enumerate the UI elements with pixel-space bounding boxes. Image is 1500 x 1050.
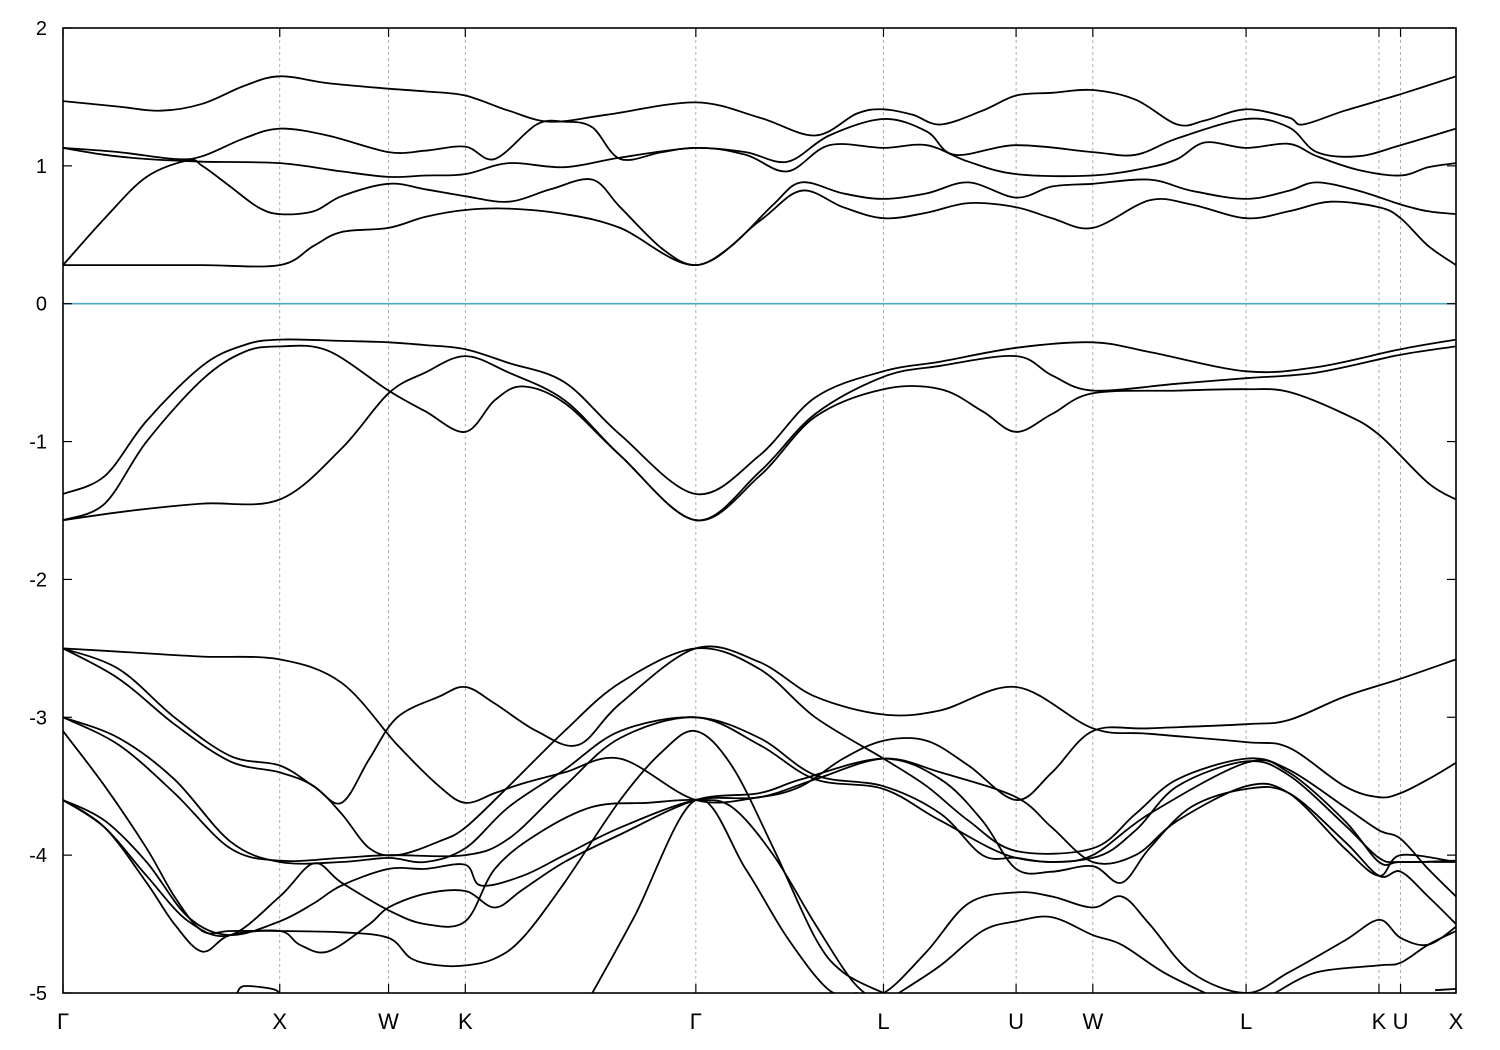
y-tick-label: -4	[29, 845, 47, 867]
band-line-1	[63, 189, 1456, 268]
y-tick-label: -2	[29, 569, 47, 591]
band-line-20	[1274, 930, 1456, 993]
band-line-18	[591, 798, 858, 993]
x-tick-label-Γ: Γ	[57, 1009, 69, 1034]
y-tick-label: -3	[29, 707, 47, 729]
x-tick-label-L: L	[877, 1009, 889, 1034]
x-tick-label-X: X	[272, 1009, 287, 1034]
x-tick-label-X: X	[1449, 1009, 1464, 1034]
high-symmetry-gridlines	[279, 28, 1401, 993]
band-line-3	[63, 141, 1456, 178]
band-line-22	[1435, 988, 1456, 992]
x-tick-label-K: K	[458, 1009, 473, 1034]
band-line-5	[63, 75, 1456, 137]
y-tick-label: 1	[36, 156, 47, 178]
band-line-6	[63, 355, 1456, 522]
x-tick-label-K: K	[1372, 1009, 1387, 1034]
plot-frame	[62, 27, 1457, 994]
x-tick-label-U: U	[1393, 1009, 1409, 1034]
band-line-21	[236, 985, 281, 993]
band-line-13	[63, 716, 1456, 866]
band-lines	[63, 75, 1456, 993]
y-tick-label: -5	[29, 983, 47, 1005]
y-tick-label: 2	[36, 18, 47, 40]
x-tick-label-W: W	[1082, 1009, 1103, 1034]
band-line-2	[63, 158, 1456, 267]
band-line-11	[63, 647, 1456, 898]
band-line-15	[63, 757, 1456, 937]
x-tick-label-Γ: Γ	[690, 1009, 702, 1034]
x-tick-label-W: W	[378, 1009, 399, 1034]
band-line-12	[63, 716, 1456, 864]
y-tick-label: 0	[36, 294, 47, 316]
band-line-14	[63, 729, 884, 993]
y-tick-label: -1	[29, 432, 47, 454]
band-line-7	[63, 344, 1456, 522]
band-line-9	[63, 647, 1456, 804]
y-axis-ticks: 2 1 0 -1 -2 -3 -4 -5	[29, 18, 1456, 1005]
band-line-8	[63, 338, 1456, 496]
band-line-19	[898, 915, 1206, 993]
band-line-17	[63, 798, 1456, 993]
band-line-16	[63, 757, 1456, 954]
band-line-4	[63, 117, 1456, 164]
x-tick-label-U: U	[1008, 1009, 1024, 1034]
x-tick-label-L: L	[1240, 1009, 1252, 1034]
